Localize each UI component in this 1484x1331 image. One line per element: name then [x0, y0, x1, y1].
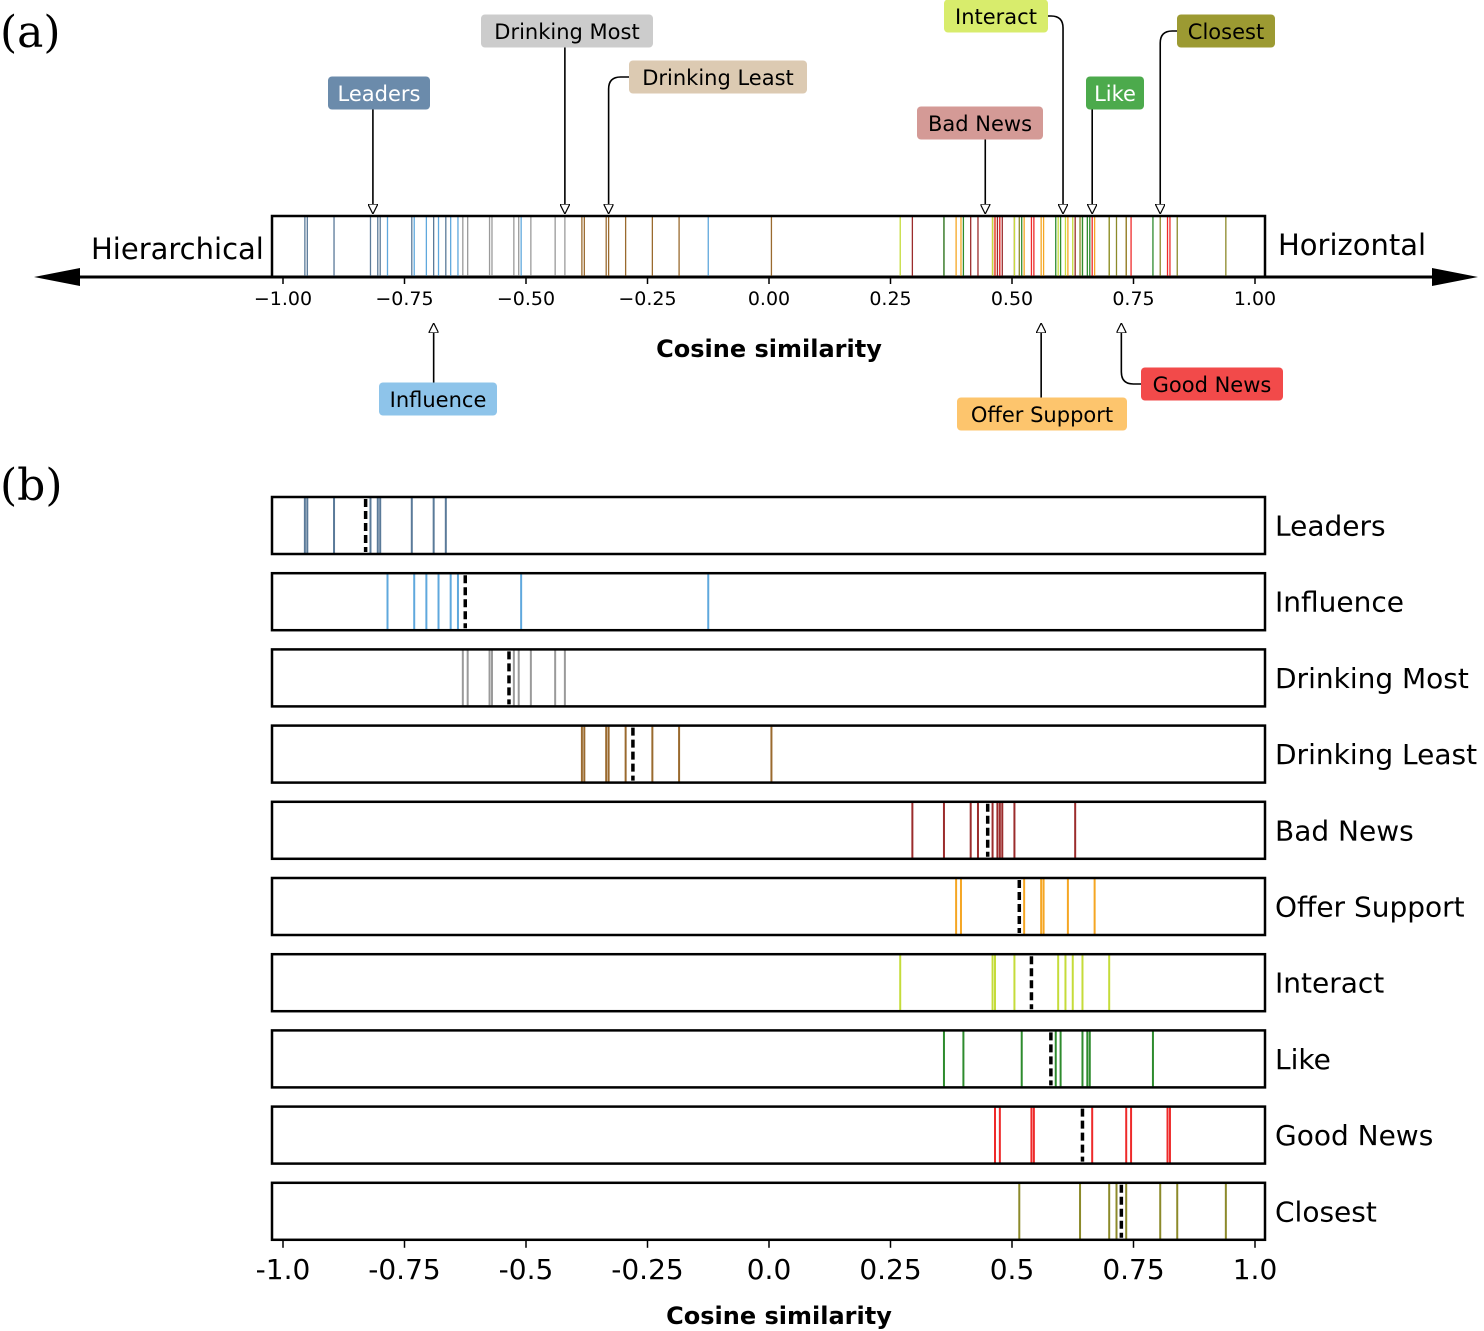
- callout-label-bad-news: Bad News: [928, 112, 1032, 136]
- callout-box-closest: [1177, 14, 1275, 48]
- callout-label-drinking-least: Drinking Least: [642, 66, 794, 90]
- callout-label-good-news: Good News: [1153, 373, 1272, 397]
- tick-label-a-4: 0.00: [748, 288, 790, 310]
- right-arrowhead: [1432, 268, 1478, 286]
- callout-box-bad-news: [917, 106, 1043, 140]
- row-label-closest: Closest: [1275, 1195, 1377, 1228]
- row-bad-news: Bad News: [270, 800, 1414, 861]
- row-label-bad-news: Bad News: [1275, 814, 1414, 847]
- tick-label-b-7: 0.75: [1102, 1253, 1164, 1286]
- callout-label-influence: Influence: [390, 388, 487, 412]
- panel-b-xlabel: Cosine similarity: [666, 1302, 892, 1330]
- tick-label-b-6: 0.5: [990, 1253, 1035, 1286]
- row-label-influence: Influence: [1275, 586, 1404, 619]
- callout-arrow-good-news: [1121, 324, 1141, 385]
- panel-a-xlabel: Cosine similarity: [656, 335, 882, 363]
- tick-label-a-8: 1.00: [1234, 288, 1276, 310]
- callout-box-offer-support: [957, 397, 1127, 431]
- callout-label-leaders: Leaders: [338, 82, 421, 106]
- tick-label-a-7: 0.75: [1112, 288, 1154, 310]
- row-frame-offer-support: [270, 876, 1267, 937]
- tick-label-b-0: -1.0: [256, 1253, 311, 1286]
- tick-label-b-2: -0.5: [499, 1253, 554, 1286]
- row-label-interact: Interact: [1275, 967, 1384, 1000]
- row-offer-support: Offer Support: [270, 876, 1465, 937]
- callout-arrow-drinking-least: [609, 76, 629, 213]
- callout-label-like: Like: [1094, 82, 1136, 106]
- tick-label-a-3: −0.25: [618, 288, 676, 310]
- row-label-leaders: Leaders: [1275, 510, 1386, 543]
- row-frame-influence: [270, 571, 1267, 632]
- callout-box-drinking-least: [629, 60, 807, 94]
- callout-label-closest: Closest: [1188, 20, 1264, 44]
- horizontal-label: Horizontal: [1278, 228, 1426, 262]
- hierarchical-label: Hierarchical: [91, 232, 264, 266]
- tick-label-b-3: -0.25: [611, 1253, 683, 1286]
- row-frame-drinking-most: [270, 648, 1267, 708]
- tick-label-b-1: -0.75: [368, 1253, 440, 1286]
- row-closest: Closest: [270, 1181, 1377, 1242]
- callout-box-good-news: [1141, 367, 1283, 401]
- callout-box-leaders: [328, 76, 430, 110]
- callout-label-offer-support: Offer Support: [971, 403, 1113, 427]
- panel-a-strips: [304, 217, 1227, 276]
- row-drinking-most: Drinking Most: [270, 648, 1469, 708]
- row-like: Like: [270, 1029, 1331, 1089]
- callout-box-influence: [379, 382, 497, 416]
- tick-label-a-6: 0.50: [991, 288, 1033, 310]
- left-arrowhead: [34, 268, 80, 286]
- panel-a: Hierarchical Horizontal −1.00 −0.75 −0.50−…: [34, 0, 1478, 431]
- row-label-offer-support: Offer Support: [1275, 891, 1465, 924]
- row-frame-drinking-least: [270, 724, 1267, 784]
- callout-arrow-closest: [1160, 30, 1177, 213]
- callout-label-interact: Interact: [955, 5, 1037, 29]
- callout-box-like: [1086, 76, 1144, 110]
- callout-box-drinking-most: [481, 14, 653, 48]
- panel-a-ticks: −1.00 −0.75 −0.50 −0.25 0.00 0.25 0.50 0.75 1.00: [254, 277, 1276, 310]
- tick-label-a-2: −0.50: [497, 288, 555, 310]
- row-frame-like: [270, 1029, 1267, 1089]
- callout-label-drinking-most: Drinking Most: [494, 20, 639, 44]
- row-frame-interact: [270, 952, 1267, 1013]
- tick-label-b-5: 0.25: [859, 1253, 921, 1286]
- row-influence: Influence: [270, 571, 1404, 632]
- tick-label-a-5: 0.25: [869, 288, 911, 310]
- row-drinking-least: Drinking Least: [270, 724, 1477, 784]
- callout-arrow-interact: [1048, 15, 1063, 213]
- row-frame-good-news: [270, 1105, 1267, 1165]
- tick-label-a-0: −1.00: [254, 288, 312, 310]
- tick-label-b-4: 0.0: [747, 1253, 792, 1286]
- panel-b: Leaders Influence Drinking Most Drinking Le…: [256, 495, 1477, 1330]
- row-label-like: Like: [1275, 1043, 1331, 1076]
- row-label-good-news: Good News: [1275, 1119, 1433, 1152]
- row-interact: Interact: [270, 952, 1384, 1013]
- panel-b-label: (b): [0, 460, 63, 511]
- panel-b-ticks: -1.0 -0.75 -0.5 -0.25 0.0 0.25 0.5 0.75 1.0: [256, 1239, 1278, 1286]
- callout-box-interact: [944, 0, 1048, 33]
- tick-label-a-1: −0.75: [375, 288, 433, 310]
- row-label-drinking-most: Drinking Most: [1275, 662, 1469, 695]
- tick-label-b-8: 1.0: [1233, 1253, 1278, 1286]
- row-good-news: Good News: [270, 1105, 1433, 1165]
- row-leaders: Leaders: [270, 495, 1386, 556]
- panel-a-label: (a): [0, 7, 61, 58]
- row-label-drinking-least: Drinking Least: [1275, 738, 1477, 771]
- row-frame-bad-news: [270, 800, 1267, 861]
- row-frame-leaders: [270, 495, 1267, 556]
- panel-b-rows: Leaders Influence Drinking Most Drinking Le…: [270, 495, 1477, 1242]
